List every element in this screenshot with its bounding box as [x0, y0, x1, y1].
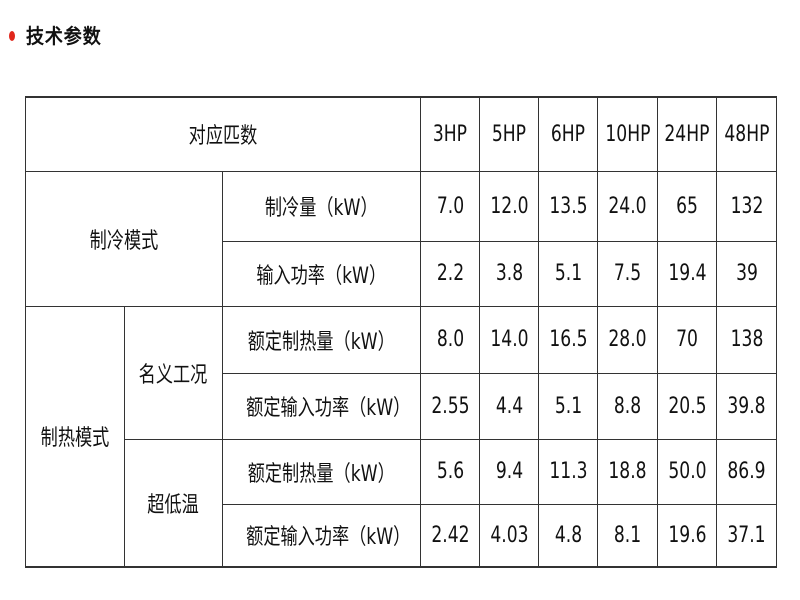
- cell: 4.03: [479, 503, 539, 568]
- mode-label: 制热模式: [25, 305, 125, 568]
- header-label: 对应匹数: [25, 96, 421, 172]
- table-row: 制热模式 名义工况 额定制热量（kW） 8.0 14.0 16.5 28.0 7…: [25, 305, 777, 568]
- cell: 7.0: [420, 170, 480, 242]
- bullet-icon: [9, 31, 15, 41]
- cell: 50.0: [657, 438, 717, 505]
- condition-label: 名义工况: [124, 305, 223, 440]
- cell: 5.6: [420, 438, 480, 505]
- model-header: 3HP: [420, 96, 480, 172]
- row-label: 额定输入功率（kW）: [222, 372, 421, 440]
- cell: 7.5: [597, 240, 658, 307]
- cell: 19.6: [657, 503, 717, 568]
- section-title: 技术参数: [26, 24, 102, 48]
- model-header: 24HP: [657, 96, 717, 172]
- table-row: 额定输入功率（kW） 2.55 4.4 5.1 8.8 20.5 39.8: [26, 372, 777, 440]
- model-header: 10HP: [597, 96, 658, 172]
- cell: 4.4: [479, 372, 539, 440]
- cell: 11.3: [538, 438, 598, 505]
- row-label: 额定制热量（kW）: [222, 438, 421, 505]
- cell: 8.8: [597, 372, 658, 440]
- row-label: 输入功率（kW）: [222, 240, 421, 307]
- cell: 13.5: [538, 170, 598, 242]
- cell: 39.8: [716, 372, 777, 440]
- cell: 37.1: [716, 503, 777, 568]
- table-row: 额定输入功率（kW） 2.42 4.03 4.8 8.1 19.6 37.1: [26, 503, 777, 568]
- cell: 19.4: [657, 240, 717, 307]
- cell: 8.1: [597, 503, 658, 568]
- condition-label: 超低温: [124, 438, 223, 568]
- cell: 39: [716, 240, 777, 307]
- table-row: 制冷模式 制冷量（kW） 7.0 12.0 13.5 24.0 65 132: [25, 170, 777, 307]
- mode-label: 制冷模式: [25, 170, 223, 307]
- row-label: 额定输入功率（kW）: [222, 503, 421, 568]
- cell: 5.1: [538, 372, 598, 440]
- cell: 24.0: [597, 170, 658, 242]
- cell: 3.8: [479, 240, 539, 307]
- spec-table: 对应匹数 3HP 5HP 6HP 10HP 24HP 48HP 制冷模式 制冷量…: [25, 96, 777, 568]
- cell: 70: [657, 305, 717, 374]
- cell: 12.0: [479, 170, 539, 242]
- cell: 5.1: [538, 240, 598, 307]
- cell: 2.42: [420, 503, 480, 568]
- table-row: 超低温 额定制热量（kW） 5.6 9.4 11.3 18.8 50.0 86.…: [26, 438, 777, 568]
- model-header: 5HP: [479, 96, 539, 172]
- row-label: 制冷量（kW）: [222, 170, 421, 242]
- header-row: 对应匹数 3HP 5HP 6HP 10HP 24HP 48HP: [25, 96, 777, 172]
- cell: 65: [657, 170, 717, 242]
- cell: 9.4: [479, 438, 539, 505]
- model-header: 48HP: [716, 96, 777, 172]
- row-label: 额定制热量（kW）: [222, 305, 421, 374]
- cell: 4.8: [538, 503, 598, 568]
- model-header: 6HP: [538, 96, 598, 172]
- cell: 138: [716, 305, 777, 374]
- cell: 8.0: [420, 305, 480, 374]
- cell: 20.5: [657, 372, 717, 440]
- cell: 2.55: [420, 372, 480, 440]
- cell: 2.2: [420, 240, 480, 307]
- cell: 86.9: [716, 438, 777, 505]
- cell: 16.5: [538, 305, 598, 374]
- cell: 28.0: [597, 305, 658, 374]
- cell: 14.0: [479, 305, 539, 374]
- cell: 18.8: [597, 438, 658, 505]
- cell: 132: [716, 170, 777, 242]
